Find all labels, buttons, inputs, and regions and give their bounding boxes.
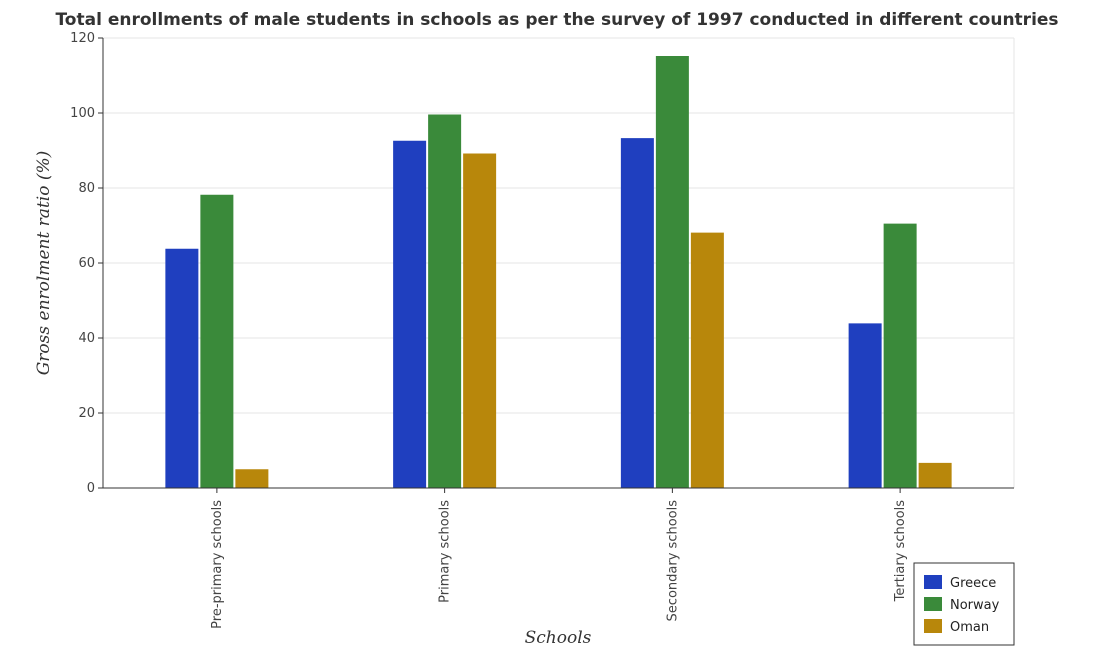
x-tick-label: Pre-primary schools <box>210 500 225 629</box>
y-tick-label: 100 <box>70 106 95 121</box>
bar-oman-2 <box>690 232 724 488</box>
y-axis-label: Gross enrolment ratio (%) <box>34 151 54 376</box>
x-axis-ticks: Pre-primary schools Primary schools Second… <box>210 488 908 629</box>
legend-swatch <box>924 575 942 589</box>
bar-oman-3 <box>918 462 952 488</box>
y-tick-label: 40 <box>78 331 95 346</box>
x-tick-label: Tertiary schools <box>893 500 908 603</box>
bar-norway-2 <box>655 56 689 488</box>
y-tick-label: 20 <box>78 406 95 421</box>
legend-label: Norway <box>950 598 1000 613</box>
y-axis-ticks: 0 20 40 60 80 100 120 <box>70 31 103 496</box>
bar-greece-1 <box>393 140 427 488</box>
bar-oman-0 <box>235 469 269 488</box>
legend-swatch <box>924 597 942 611</box>
bar-greece-2 <box>620 138 654 488</box>
legend: Greece Norway Oman <box>913 562 1015 646</box>
bars <box>165 56 952 488</box>
grid <box>103 37 1015 489</box>
bar-norway-0 <box>200 194 234 488</box>
bar-greece-3 <box>848 323 882 488</box>
x-tick-label: Primary schools <box>438 500 453 603</box>
y-tick-label: 0 <box>87 481 95 496</box>
legend-label: Greece <box>950 576 996 591</box>
y-tick-label: 60 <box>78 256 95 271</box>
bar-oman-1 <box>463 153 497 488</box>
legend-swatch <box>924 619 942 633</box>
bar-greece-0 <box>165 248 199 488</box>
x-axis-label: Schools <box>525 628 592 648</box>
bar-norway-3 <box>883 223 917 488</box>
y-tick-label: 120 <box>70 31 95 46</box>
bar-norway-1 <box>428 114 462 488</box>
chart-title: Total enrollments of male students in sc… <box>55 10 1058 30</box>
legend-label: Oman <box>950 620 989 635</box>
y-tick-label: 80 <box>78 181 95 196</box>
x-tick-label: Secondary schools <box>665 500 680 622</box>
